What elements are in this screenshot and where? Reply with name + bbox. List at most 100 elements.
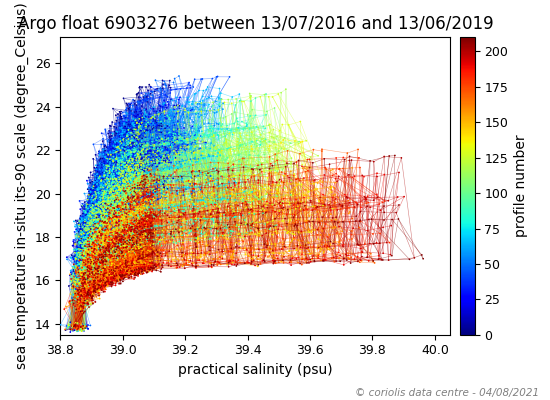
Point <box>331 224 340 231</box>
Point <box>119 145 128 152</box>
Point <box>80 266 89 273</box>
Point <box>121 138 130 145</box>
Point <box>73 324 81 330</box>
Point <box>90 191 99 198</box>
Point <box>94 205 102 212</box>
Point <box>162 190 171 196</box>
Point <box>115 170 124 176</box>
Point <box>89 256 97 262</box>
Point <box>138 171 146 177</box>
Point <box>307 180 316 187</box>
Point <box>163 137 172 144</box>
Point <box>94 227 103 233</box>
Point <box>110 177 119 183</box>
Point <box>85 259 94 265</box>
Point <box>124 135 133 142</box>
Point <box>142 147 151 154</box>
Point <box>219 172 228 178</box>
Point <box>96 181 105 187</box>
Point <box>176 190 185 197</box>
Point <box>109 238 118 245</box>
Point <box>193 186 202 192</box>
Point <box>111 143 120 150</box>
Point <box>353 241 362 247</box>
Point <box>217 96 226 102</box>
Point <box>197 157 206 164</box>
Point <box>90 216 98 222</box>
Point <box>83 246 92 252</box>
Point <box>240 190 249 196</box>
Point <box>107 221 116 227</box>
Point <box>113 188 122 194</box>
Point <box>128 152 137 158</box>
Point <box>132 155 141 161</box>
Point <box>268 247 277 254</box>
Point <box>119 155 128 161</box>
Point <box>102 245 111 252</box>
Point <box>74 284 83 291</box>
Point <box>76 274 85 280</box>
Point <box>114 150 123 156</box>
Point <box>91 272 100 278</box>
Point <box>135 154 144 160</box>
Point <box>89 271 97 278</box>
Point <box>90 271 98 278</box>
Point <box>164 204 173 211</box>
Point <box>102 279 111 286</box>
Point <box>80 243 89 249</box>
Point <box>356 257 365 263</box>
Point <box>91 234 100 240</box>
Point <box>117 146 126 152</box>
Point <box>94 238 102 245</box>
Point <box>95 180 104 187</box>
Point <box>72 272 80 278</box>
Point <box>105 277 114 284</box>
Point <box>81 228 90 234</box>
Point <box>103 203 112 210</box>
Point <box>99 244 108 251</box>
Point <box>112 274 121 280</box>
Point <box>358 258 366 264</box>
Point <box>131 117 140 124</box>
Point <box>111 141 119 147</box>
Point <box>83 246 92 253</box>
Point <box>85 235 94 241</box>
Point <box>98 202 107 208</box>
Point <box>344 198 353 204</box>
Point <box>123 172 132 178</box>
Point <box>104 164 113 171</box>
Point <box>108 202 117 209</box>
Point <box>75 292 84 298</box>
Point <box>97 194 106 201</box>
Point <box>119 248 128 255</box>
Point <box>129 267 138 273</box>
Point <box>88 172 97 178</box>
Point <box>82 236 91 242</box>
Point <box>169 162 178 169</box>
Point <box>132 169 141 176</box>
Point <box>129 134 138 140</box>
Point <box>145 162 153 168</box>
Point <box>263 238 272 244</box>
Point <box>124 173 133 179</box>
Point <box>79 240 88 247</box>
Point <box>112 211 120 218</box>
Point <box>73 289 82 295</box>
Point <box>107 266 116 272</box>
Point <box>225 224 234 230</box>
Point <box>233 138 242 145</box>
Point <box>81 273 90 279</box>
Point <box>94 192 102 198</box>
Point <box>116 194 124 200</box>
Point <box>210 198 219 204</box>
Point <box>93 242 102 249</box>
Point <box>170 75 179 82</box>
Point <box>129 164 138 170</box>
Point <box>102 239 111 245</box>
Point <box>99 207 108 214</box>
Point <box>74 254 83 260</box>
Point <box>95 199 104 205</box>
Point <box>88 187 97 193</box>
Point <box>82 262 91 269</box>
Point <box>208 198 217 205</box>
